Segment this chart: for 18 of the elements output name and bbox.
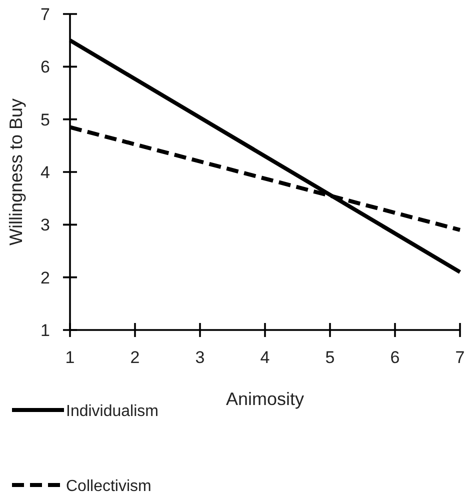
y-tick-label: 5 <box>40 110 50 130</box>
x-tick-label: 2 <box>130 348 140 367</box>
y-axis-title: Willingness to Buy <box>6 98 26 246</box>
y-tick-label: 6 <box>40 58 50 77</box>
y-tick-label: 1 <box>40 321 50 340</box>
y-tick-label: 7 <box>40 5 50 24</box>
x-tick-label: 5 <box>325 348 335 367</box>
legend-label: Individualism <box>66 403 158 420</box>
x-tick-label: 1 <box>65 348 75 367</box>
y-tick-label: 4 <box>40 163 50 182</box>
y-tick-label: 3 <box>40 216 50 235</box>
x-tick-label: 6 <box>390 348 400 367</box>
x-tick-label: 3 <box>195 348 205 367</box>
x-tick-label: 7 <box>455 348 465 367</box>
legend-label: Collectivism <box>66 478 152 495</box>
x-axis-title: Animosity <box>226 389 304 409</box>
y-tick-label: 2 <box>40 268 50 288</box>
x-tick-label: 4 <box>260 348 270 367</box>
